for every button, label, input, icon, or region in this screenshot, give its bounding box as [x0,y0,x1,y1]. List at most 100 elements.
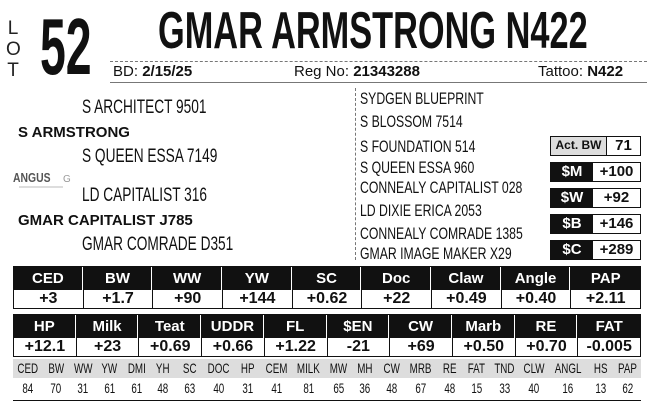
percentile-header-text: YW [101,360,118,376]
percentile-value-text: 13 [595,380,607,396]
percentile-value-text: 31 [77,380,89,396]
percentile-header: YW [96,359,123,378]
percentile-column: MRB 67 [405,359,437,398]
percentile-header: DMI [122,359,150,378]
percentile-value: 16 [549,378,587,398]
act-bw-value: 71 [615,137,632,154]
percentile-value: 48 [437,378,464,398]
epd-value: +0.40 [515,290,557,307]
percentile-value: 84 [13,378,43,398]
percentile-column: HS 13 [587,359,614,398]
percentile-header-text: DMI [127,360,146,376]
percentile-value: 70 [43,378,70,398]
epd-column: FAT -0.005 [578,314,642,357]
epd-header: CW [390,315,452,338]
tattoo: Tattoo: N422 [538,63,623,81]
percentile-header: DOC [203,359,235,378]
percentile-value-text: 16 [562,380,574,396]
percentile-header: RE [436,359,464,378]
percentile-value: 15 [463,378,490,398]
index-label: $C [551,241,593,259]
epd-header: PAP [571,267,641,290]
epd-header: FL [264,315,327,338]
percentile-header: YH [149,359,177,378]
percentile-header: HP [234,359,262,378]
divider [13,400,641,401]
epd-header: YW [223,267,292,290]
epd-header: HP [14,315,76,338]
percentile-value: 40 [203,378,234,398]
epd-value: +0.50 [463,338,505,355]
percentile-value-text: 65 [333,380,344,396]
percentile-value-text: 36 [359,380,371,396]
percentile-value-text: 81 [303,380,315,396]
percentile-value: 67 [405,378,436,398]
index-box: $C +289 [550,240,641,260]
birth-date: BD: 2/15/25 [113,63,192,81]
index-label: $W [551,189,593,207]
percentile-column: HP 31 [234,359,262,398]
percentile-header-text: HS [593,360,608,376]
epd-column: CED +3 [13,266,84,309]
epd-table-1: CED +3 BW +1.7 WW +90 YW +144 SC +0.62 Doc +22 Claw +… [13,266,642,309]
percentile-header: CLW [518,359,550,378]
reg-number: Reg No: 21343288 [294,63,420,81]
pedigree-right: CONNEALY CAPITALIST 028 [360,178,523,197]
percentile-column: BW 70 [42,359,70,398]
index-value: +289 [599,241,634,258]
percentile-header-text: BW [48,360,64,376]
epd-value: +3 [39,290,58,307]
epd-value: +23 [93,338,122,355]
percentile-header-text: SC [183,360,197,376]
dam-sire: LD CAPITALIST 316 [82,185,207,206]
epd-column: Marb +0.50 [452,314,516,357]
index-box: $B +146 [550,214,641,234]
percentile-value-text: 15 [471,380,483,396]
percentile-column: DOC 40 [203,359,235,398]
epd-header: RE [515,315,578,338]
epd-value: +0.66 [212,338,254,355]
index-value: +100 [599,163,634,180]
percentile-column: CED 84 [13,359,43,398]
animal-name: GMAR ARMSTRONG N422 [158,2,588,60]
percentile-header: MW [325,359,352,378]
percentile-header-text: CW [383,360,401,376]
percentile-header-text: FAT [468,360,486,376]
percentile-column: YH 48 [149,359,177,398]
percentile-header-text: MW [329,360,348,376]
lot-label: L O T [6,18,21,81]
percentile-column: CW 48 [378,359,406,398]
percentile-value-text: 33 [499,380,511,396]
percentile-header: MRB [405,359,437,378]
percentile-value: 31 [69,378,96,398]
percentile-value-text: 70 [50,380,62,396]
epd-value: -0.005 [586,338,632,355]
percentile-value: 48 [379,378,406,398]
sire-sire: S ARCHITECT 9501 [82,97,207,118]
index-value: +92 [603,189,630,206]
epd-value: -21 [346,338,370,355]
pedigree-right: GMAR IMAGE MAKER X29 [360,244,512,263]
reg-label: Reg No: [294,63,350,80]
epd-value: +12.1 [24,338,66,355]
epd-column: Angle +0.40 [501,266,572,309]
epd-value: +0.69 [150,338,191,355]
index-box: $W +92 [550,188,641,208]
divider [110,61,647,62]
percentile-header-text: MH [357,360,373,376]
percentile-value: 48 [150,378,177,398]
epd-value: +69 [407,338,435,355]
percentile-header: CED [13,359,43,378]
percentile-value-text: 40 [213,380,225,396]
epd-column: WW +90 [153,266,224,309]
epd-column: HP +12.1 [13,314,77,357]
percentile-value: 62 [614,378,641,398]
percentile-value: 33 [490,378,519,398]
percentile-header-text: RE [443,360,457,376]
epd-value: +0.70 [526,338,567,355]
svg-text:ANGUS: ANGUS [13,171,51,185]
divider [355,88,356,260]
percentile-header-text: CED [17,360,39,376]
percentile-value-text: 48 [157,380,169,396]
act-bw-label: Act. BW [551,137,607,155]
